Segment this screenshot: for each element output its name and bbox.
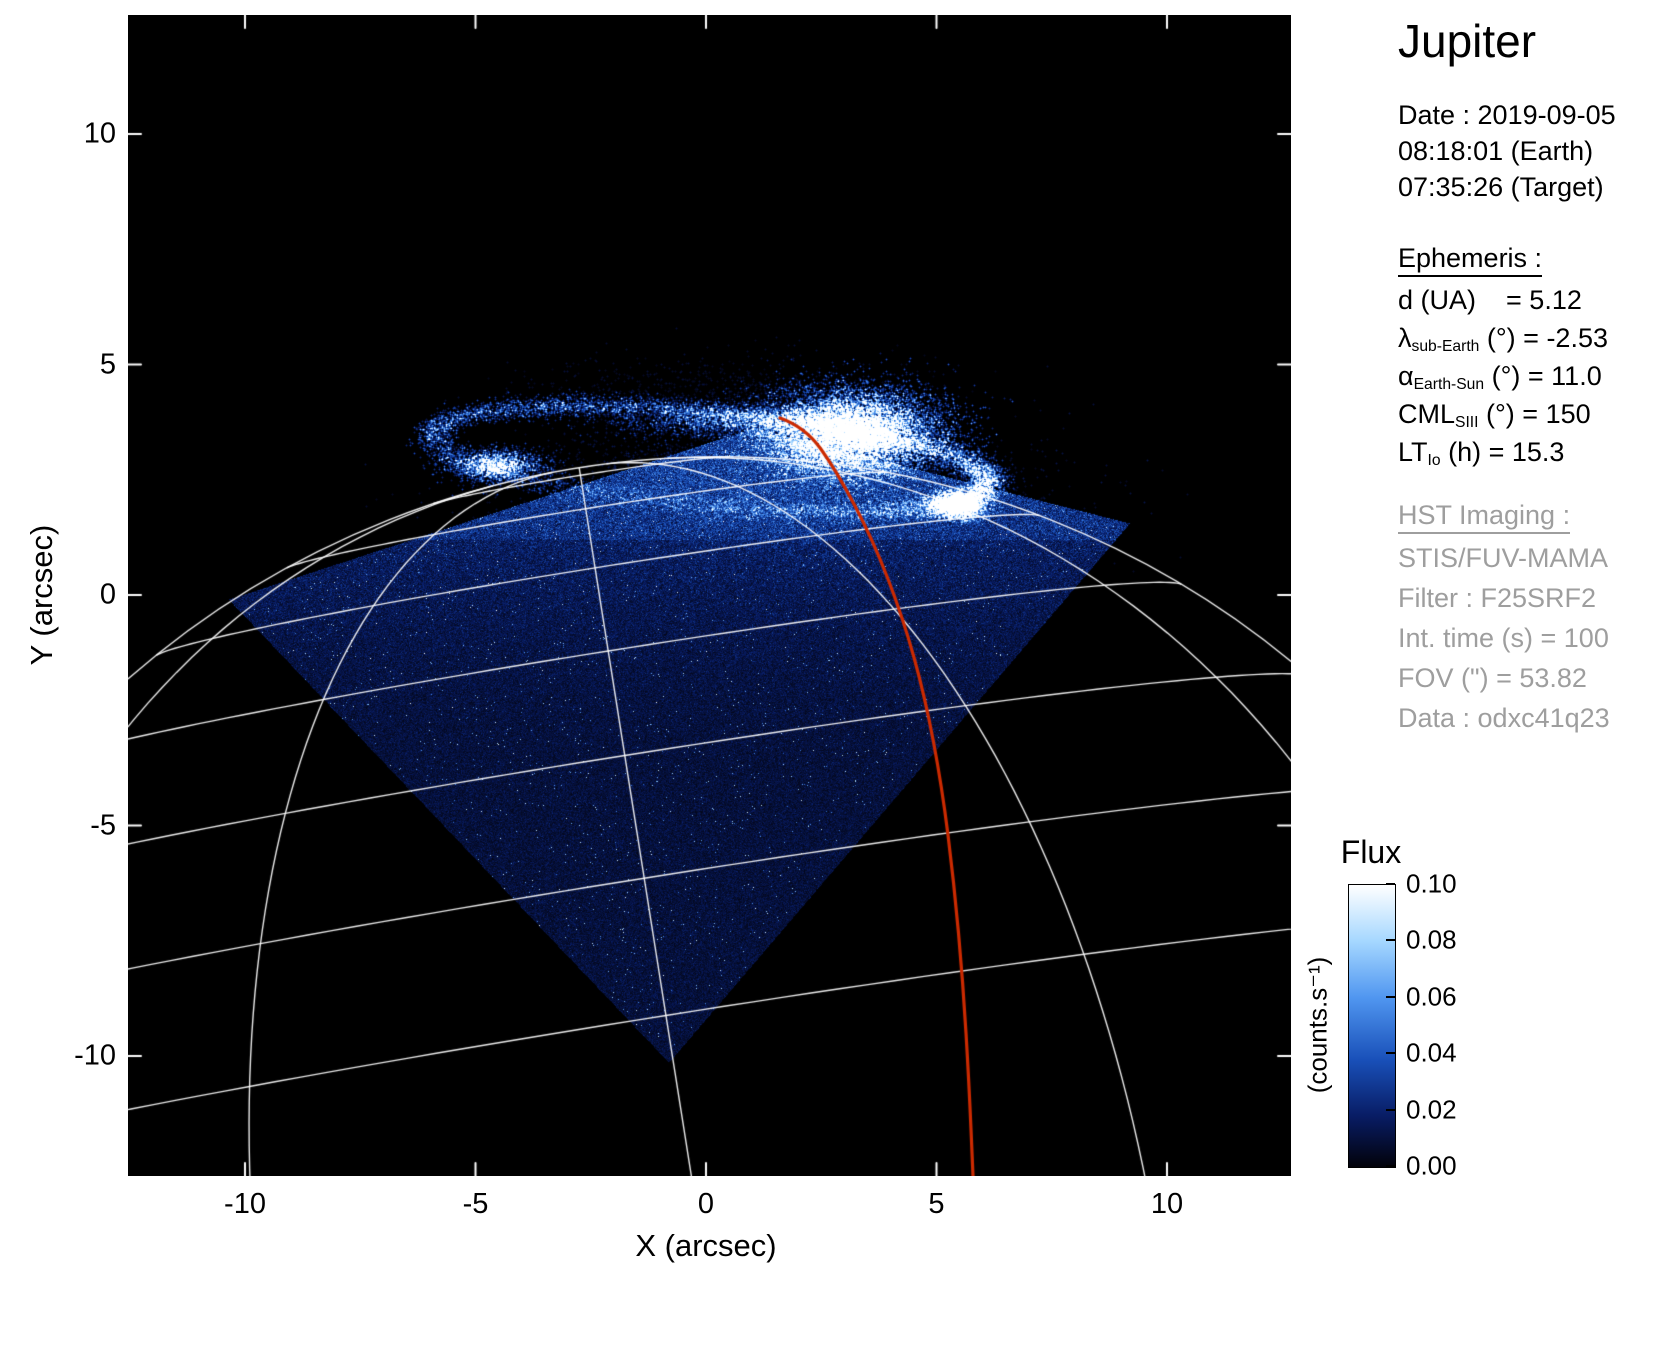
- ephemeris-row: LTIo (h) = 15.3: [1398, 437, 1608, 475]
- hst-imaging-heading-text: HST Imaging :: [1398, 500, 1571, 534]
- imaging-row: FOV (") = 53.82: [1398, 663, 1587, 693]
- colorbar-tick-label: 0.08: [1406, 924, 1457, 955]
- aurora-image-canvas: [128, 15, 1291, 1176]
- colorbar-tick-label: 0.06: [1406, 981, 1457, 1012]
- ephemeris-text: Io: [1427, 451, 1441, 469]
- ephemeris-text: (°) = 150: [1478, 399, 1591, 429]
- imaging-rows: STIS/FUV-MAMA Filter : F25SRF2 Int. time (…: [1398, 543, 1610, 743]
- colorbar-title: Flux: [1340, 834, 1402, 870]
- ephemeris-text: (°) = -2.53: [1479, 323, 1608, 353]
- colorbar-tick-label: 0.10: [1406, 868, 1457, 899]
- ephemeris-row: λsub-Earth (°) = -2.53: [1398, 323, 1608, 361]
- ephemeris-text: sub-Earth: [1411, 337, 1480, 355]
- x-tick-label: 0: [697, 1188, 715, 1220]
- y-tick-label: -5: [90, 809, 116, 841]
- y-tick-label: 5: [99, 348, 116, 380]
- ephemeris-text: SIII: [1455, 413, 1479, 431]
- hst-imaging-heading: HST Imaging :: [1398, 500, 1571, 534]
- colorbar-tick-mark: [1386, 1052, 1395, 1055]
- ephemeris-rows: d (UA) = 5.12 λsub-Earth (°) = -2.53 αEart…: [1398, 285, 1608, 475]
- ephemeris-text: d: [1398, 285, 1414, 315]
- ephemeris-text: (°) = 11.0: [1484, 361, 1602, 391]
- colorbar-tick-mark: [1386, 939, 1395, 942]
- ephemeris-heading-text: Ephemeris :: [1398, 243, 1543, 277]
- imaging-row: Filter : F25SRF2: [1398, 583, 1597, 613]
- x-tick-label: 10: [1150, 1188, 1184, 1220]
- x-tick-label: -10: [224, 1188, 266, 1220]
- time-earth: 08:18:01 (Earth): [1398, 136, 1594, 166]
- ephemeris-text: CML: [1398, 399, 1456, 429]
- imaging-row: STIS/FUV-MAMA: [1398, 543, 1609, 573]
- y-tick-label: -10: [74, 1039, 116, 1072]
- x-axis-label: X (arcsec): [635, 1228, 777, 1263]
- y-tick-label: 0: [99, 578, 116, 611]
- x-tick-label: 5: [928, 1188, 945, 1220]
- date-label: Date : 2019-09-05: [1398, 100, 1616, 130]
- ephemeris-text: LT: [1398, 437, 1428, 467]
- ephemeris-text: Earth-Sun: [1413, 375, 1485, 393]
- colorbar-tick-label: 0.00: [1406, 1150, 1457, 1181]
- colorbar-gradient: [1348, 884, 1396, 1168]
- colorbar-units: (counts.s⁻¹): [1302, 956, 1333, 1094]
- colorbar-tick-mark: [1386, 995, 1395, 998]
- colorbar-tick-label: 0.04: [1406, 1037, 1457, 1068]
- ephemeris-heading: Ephemeris :: [1398, 243, 1543, 277]
- ephemeris-text: α: [1398, 361, 1414, 391]
- colorbar-tick-mark: [1386, 1108, 1395, 1111]
- colorbar-tick-mark: [1386, 883, 1395, 885]
- ephemeris-text: (UA) = 5.12: [1413, 285, 1582, 315]
- image-plot-area: [128, 15, 1291, 1176]
- ephemeris-text: (h) = 15.3: [1440, 437, 1565, 467]
- y-tick-label: 10: [83, 117, 116, 150]
- ephemeris-text: λ: [1398, 323, 1412, 353]
- ephemeris-row: CMLSIII (°) = 150: [1398, 399, 1608, 437]
- page-title: Jupiter: [1398, 15, 1537, 67]
- time-target: 07:35:26 (Target): [1398, 172, 1604, 202]
- colorbar-tick-mark: [1386, 1165, 1395, 1167]
- imaging-row: Int. time (s) = 100: [1398, 623, 1609, 653]
- imaging-row: Data : odxc41q23: [1398, 703, 1610, 733]
- ephemeris-row: αEarth-Sun (°) = 11.0: [1398, 361, 1608, 399]
- colorbar-tick-label: 0.02: [1406, 1094, 1457, 1125]
- ephemeris-row: d (UA) = 5.12: [1398, 285, 1608, 323]
- x-tick-label: -5: [462, 1188, 489, 1220]
